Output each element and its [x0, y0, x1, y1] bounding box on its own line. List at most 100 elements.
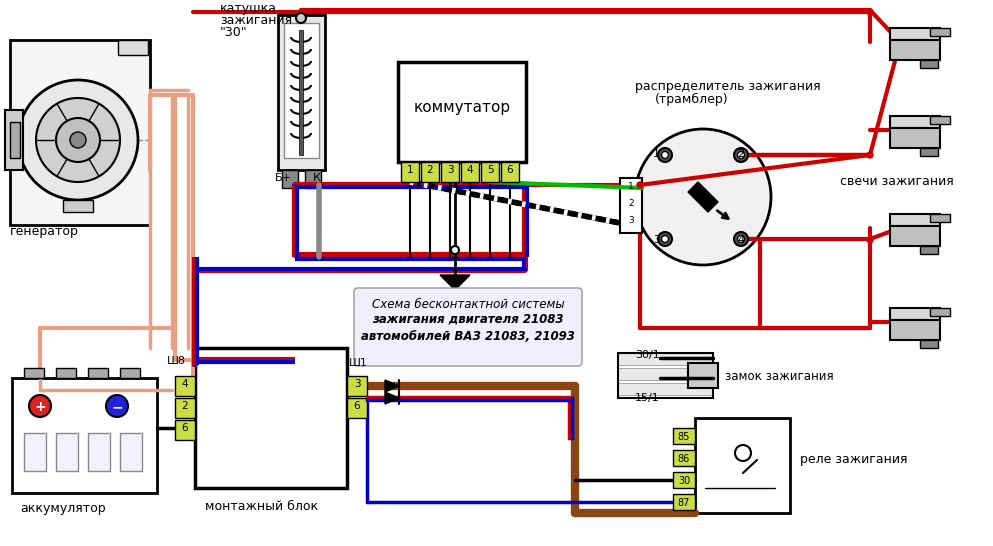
Bar [195, 348, 347, 488]
Circle shape [658, 148, 672, 162]
Text: зажигания: зажигания [220, 14, 292, 27]
Text: +: + [34, 400, 46, 414]
Bar [175, 420, 195, 440]
Text: реле зажигания: реле зажигания [800, 453, 908, 466]
Bar [618, 383, 713, 395]
Circle shape [738, 235, 745, 242]
Text: 2: 2 [427, 165, 433, 175]
Circle shape [106, 395, 128, 417]
Bar [175, 376, 195, 396]
Text: 87: 87 [678, 498, 690, 508]
Text: 4: 4 [182, 379, 189, 389]
Circle shape [70, 132, 86, 148]
Circle shape [296, 13, 306, 23]
Bar [398, 62, 526, 162]
Bar [890, 40, 940, 60]
Bar [282, 170, 298, 188]
Bar [688, 363, 718, 388]
Text: 2: 2 [629, 199, 634, 208]
Bar [618, 368, 713, 380]
Bar [890, 128, 940, 148]
Bar [890, 28, 940, 40]
Bar [481, 162, 499, 182]
Text: (трамблер): (трамблер) [655, 93, 729, 106]
Bar [890, 226, 940, 246]
Text: 3: 3 [629, 216, 634, 225]
Bar [284, 23, 319, 158]
Text: 3: 3 [447, 165, 454, 175]
Text: 6: 6 [506, 165, 513, 175]
Circle shape [734, 232, 748, 246]
Text: монтажный блок: монтажный блок [205, 500, 318, 513]
Bar [618, 353, 713, 398]
FancyBboxPatch shape [354, 288, 582, 366]
Circle shape [735, 445, 751, 461]
Bar [10, 40, 150, 225]
Text: 15/1: 15/1 [635, 393, 659, 403]
Text: замок зажигания: замок зажигания [725, 370, 834, 383]
Text: 1: 1 [653, 149, 660, 159]
Bar [10, 122, 20, 158]
Text: 30/1: 30/1 [635, 350, 659, 360]
Circle shape [867, 9, 873, 15]
Circle shape [18, 80, 138, 200]
Bar [305, 170, 321, 188]
Bar [890, 320, 940, 340]
Circle shape [661, 235, 668, 242]
Text: 4: 4 [467, 165, 474, 175]
Circle shape [738, 151, 745, 158]
Polygon shape [385, 380, 399, 392]
Text: 1: 1 [629, 182, 634, 191]
Bar [12, 378, 157, 493]
Polygon shape [440, 275, 470, 290]
Bar [120, 433, 142, 471]
Text: Ш8: Ш8 [167, 356, 186, 366]
Circle shape [734, 148, 748, 162]
Text: 30: 30 [678, 476, 690, 486]
Bar [673, 472, 695, 488]
Bar [930, 28, 950, 36]
Bar [88, 368, 108, 378]
Bar [56, 368, 76, 378]
Bar [673, 450, 695, 466]
Bar [673, 428, 695, 444]
Circle shape [29, 395, 51, 417]
Text: К: К [313, 173, 321, 183]
Circle shape [658, 232, 672, 246]
Bar [930, 116, 950, 124]
Circle shape [635, 129, 771, 265]
Text: −: − [111, 400, 123, 414]
Text: автомобилей ВАЗ 21083, 21093: автомобилей ВАЗ 21083, 21093 [361, 330, 575, 343]
Bar [890, 214, 940, 226]
Bar [421, 162, 439, 182]
Polygon shape [688, 182, 718, 212]
Text: свечи зажигания: свечи зажигания [840, 175, 953, 188]
Bar [890, 308, 940, 320]
Text: аккумулятор: аккумулятор [20, 502, 105, 515]
Bar [347, 398, 367, 418]
Text: 2: 2 [182, 401, 189, 411]
Circle shape [451, 246, 459, 254]
Text: коммутатор: коммутатор [413, 100, 510, 115]
Bar [618, 353, 713, 365]
Text: 85: 85 [678, 432, 690, 442]
Text: катушка: катушка [220, 2, 277, 15]
Text: 3: 3 [354, 379, 360, 389]
Bar [920, 60, 938, 68]
Bar [24, 368, 44, 378]
Bar [175, 398, 195, 418]
Text: 86: 86 [678, 454, 690, 464]
Bar [695, 418, 790, 513]
Bar [890, 116, 940, 128]
Circle shape [661, 151, 668, 158]
Bar [461, 162, 479, 182]
Bar [63, 200, 93, 212]
Text: 2: 2 [737, 149, 744, 159]
Text: 6: 6 [354, 401, 360, 411]
Text: 3: 3 [653, 235, 660, 245]
Circle shape [56, 118, 100, 162]
Bar [88, 433, 110, 471]
Circle shape [36, 98, 120, 182]
Text: 4: 4 [737, 235, 744, 245]
Bar [441, 162, 459, 182]
